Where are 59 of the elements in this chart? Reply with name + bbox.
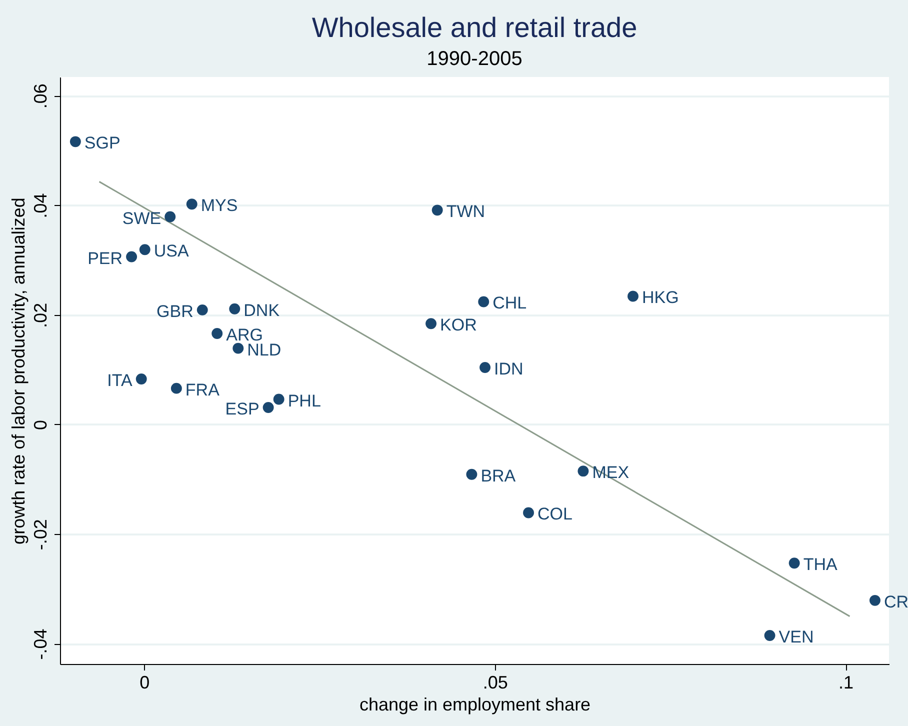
- series-label: PHL: [288, 391, 321, 410]
- series-label: CHL: [492, 294, 527, 313]
- point: [478, 296, 490, 308]
- y-tick-label: .02: [30, 302, 50, 328]
- chart-title: Wholesale and retail trade: [312, 12, 638, 43]
- series-label: SGP: [84, 134, 120, 153]
- point: [170, 382, 182, 394]
- point: [578, 466, 589, 477]
- point: [232, 342, 244, 354]
- point: [136, 374, 147, 384]
- point: [70, 136, 81, 148]
- y-axis-title: growth rate of labor productivity, annualized: [8, 198, 28, 544]
- series-label: COL: [538, 504, 572, 524]
- point: [764, 630, 776, 641]
- point: [466, 468, 478, 480]
- series-label: MEX: [592, 463, 630, 482]
- series-label: SWE: [122, 208, 162, 228]
- point: [196, 304, 208, 316]
- x-tick-label: .1: [838, 672, 854, 692]
- series-label: USA: [154, 242, 190, 261]
- point: [139, 244, 150, 256]
- point: [186, 198, 198, 210]
- point: [480, 362, 490, 373]
- point: [164, 211, 176, 222]
- point: [229, 303, 240, 314]
- point: [426, 318, 436, 330]
- series-label: THA: [803, 555, 838, 574]
- point: [126, 251, 138, 262]
- series-label: CR: [884, 592, 908, 612]
- x-axis-title: change in employment share: [359, 694, 591, 714]
- y-tick-label: -.02: [30, 519, 50, 550]
- y-tick-label: .04: [30, 193, 50, 218]
- chart-subtitle: 1990-2005: [426, 48, 522, 70]
- point: [788, 558, 800, 569]
- x-tick-label: 0: [140, 672, 150, 692]
- point: [628, 290, 638, 302]
- series-label: BRA: [480, 466, 516, 486]
- y-tick-label: -.04: [30, 628, 50, 660]
- y-tick-label: 0: [30, 420, 50, 430]
- point: [273, 394, 284, 405]
- series-label: KOR: [440, 316, 477, 335]
- point: [523, 507, 534, 518]
- series-label: IDN: [494, 359, 524, 378]
- series-label: FRA: [185, 380, 220, 400]
- point: [212, 328, 223, 339]
- series-label: GBR: [156, 302, 194, 321]
- series-label: ITA: [107, 370, 134, 390]
- point: [869, 594, 880, 606]
- x-tick-label: .05: [482, 672, 508, 692]
- y-tick-label: .06: [30, 84, 50, 109]
- series-label: ESP: [225, 399, 260, 418]
- series-label: DNK: [244, 300, 280, 320]
- series-label: HKG: [642, 288, 679, 308]
- series-label: VEN: [778, 628, 814, 646]
- point: [432, 204, 443, 216]
- series-label: MYS: [200, 196, 238, 216]
- series-label: PER: [88, 248, 123, 268]
- point: [262, 402, 274, 413]
- series-label: TWN: [446, 202, 486, 222]
